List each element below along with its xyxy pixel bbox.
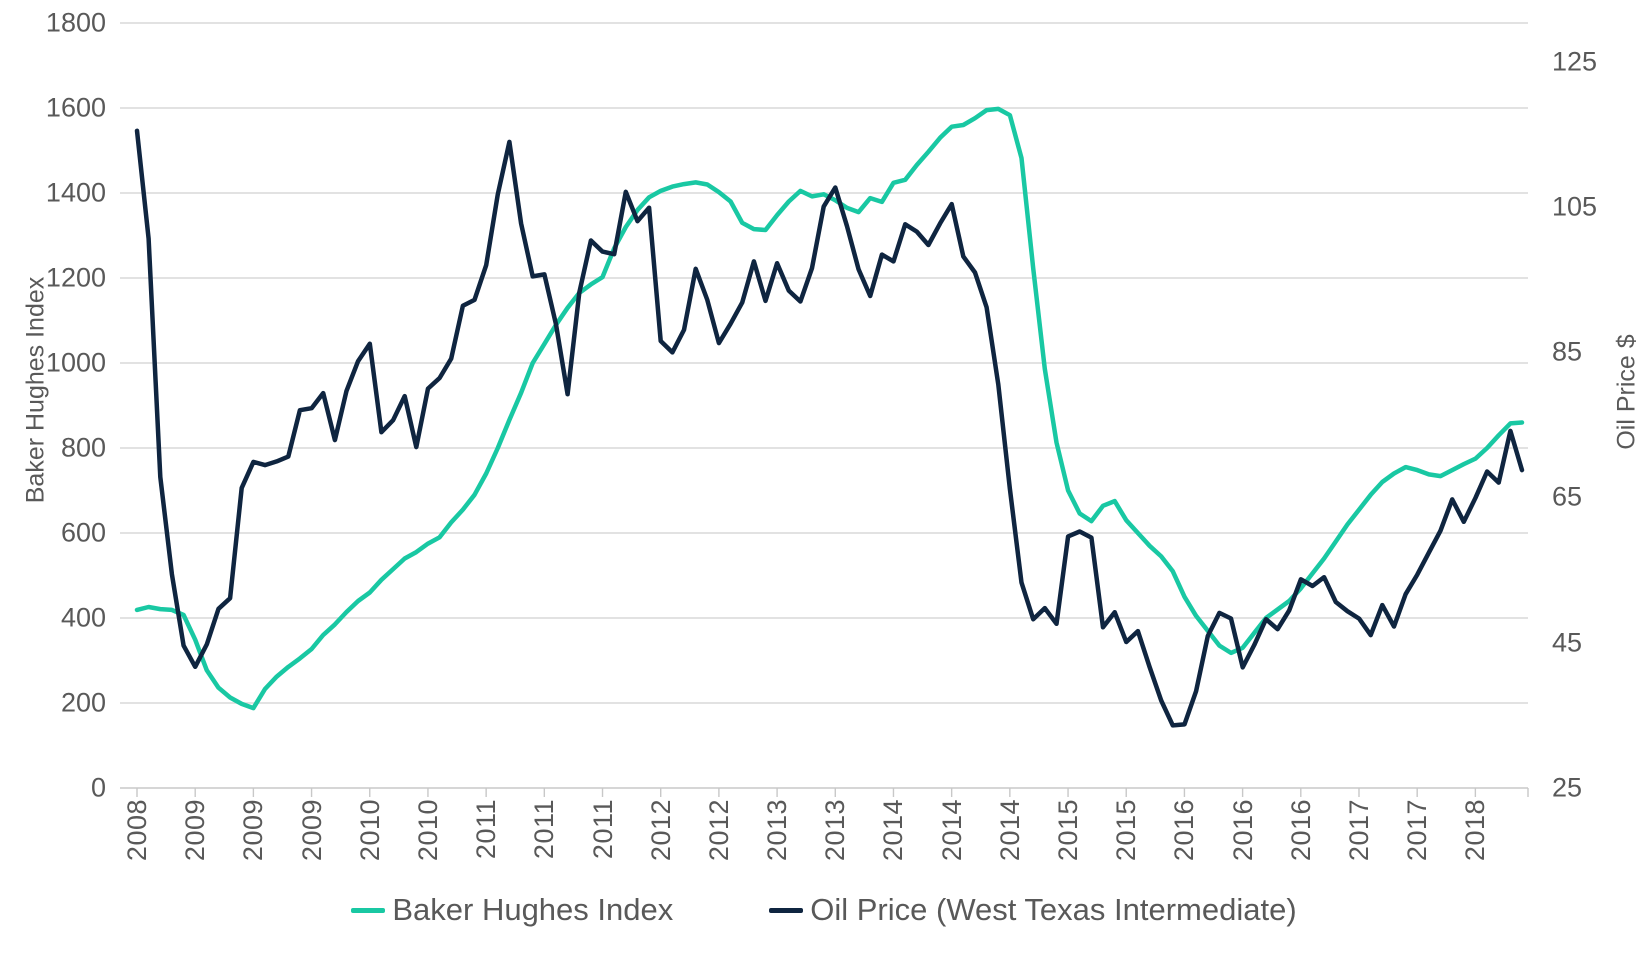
x-axis-tick-label: 2012	[645, 799, 676, 862]
left-axis-tick-label: 1800	[45, 7, 106, 38]
x-axis-tick-label: 2015	[1053, 799, 1084, 862]
x-axis-tick-label: 2014	[936, 799, 967, 862]
left-axis-tick-label: 1600	[45, 92, 106, 123]
series-line-oil-price-west-texas-intermediate	[134, 128, 1525, 728]
legend-item-oil-price: Oil Price (West Texas Intermediate)	[769, 892, 1297, 928]
right-axis-tick-label: 105	[1552, 191, 1598, 222]
left-axis-tick-label: 600	[60, 517, 106, 548]
x-axis-tick-label: 2014	[994, 799, 1025, 862]
right-axis-tick-label: 45	[1552, 627, 1583, 658]
legend-item-baker-hughes-index: Baker Hughes Index	[351, 892, 673, 928]
legend-line-marker-icon	[769, 907, 804, 913]
right-axis-tick-label: 85	[1552, 336, 1583, 367]
right-axis-tick-label: 65	[1552, 481, 1583, 512]
x-axis-tick-label: 2018	[1460, 799, 1491, 862]
x-axis-tick-label: 2009	[296, 799, 327, 862]
x-axis-tick-label: 2016	[1227, 799, 1258, 862]
x-axis-tick-label: 2016	[1169, 799, 1200, 862]
legend-line-marker-icon	[351, 907, 386, 913]
x-axis-tick-label: 2017	[1402, 799, 1433, 862]
x-axis-tick-label: 2009	[238, 799, 269, 862]
legend-label: Baker Hughes Index	[392, 892, 674, 927]
left-axis-title: Baker Hughes Index	[21, 276, 50, 504]
x-axis-tick-label: 2016	[1285, 799, 1316, 862]
x-axis-tick-label: 2015	[1111, 799, 1142, 862]
x-axis-tick-label: 2008	[122, 799, 152, 862]
x-axis-tick-label: 2011	[529, 799, 560, 860]
x-axis-tick-label: 2014	[878, 799, 909, 862]
left-axis-tick-label: 200	[60, 687, 106, 718]
x-axis-tick-label: 2013	[820, 799, 851, 862]
x-axis-tick-label: 2010	[412, 799, 443, 862]
left-axis-tick-label: 1400	[45, 177, 106, 208]
right-axis-tick-label: 25	[1552, 772, 1583, 803]
x-axis-tick-label: 2011	[587, 799, 618, 860]
x-axis-tick-label: 2009	[180, 799, 211, 862]
left-axis-tick-label: 1200	[45, 262, 106, 293]
left-axis-tick-label: 800	[60, 432, 106, 463]
legend-label: Oil Price (West Texas Intermediate)	[810, 892, 1297, 927]
right-axis-tick-label: 125	[1552, 46, 1598, 76]
legend: Baker Hughes Index Oil Price (West Texas…	[120, 882, 1528, 938]
x-axis-tick-label: 2012	[703, 799, 734, 862]
x-axis-tick-label: 2011	[471, 799, 502, 860]
x-axis-tick-label: 2010	[354, 799, 385, 862]
left-axis-tick-label: 1000	[45, 347, 106, 378]
left-axis-tick-label: 0	[90, 772, 106, 803]
x-axis-tick-label: 2017	[1343, 799, 1374, 862]
left-axis-tick-label: 400	[60, 602, 106, 633]
x-axis-tick-label: 2013	[762, 799, 793, 862]
